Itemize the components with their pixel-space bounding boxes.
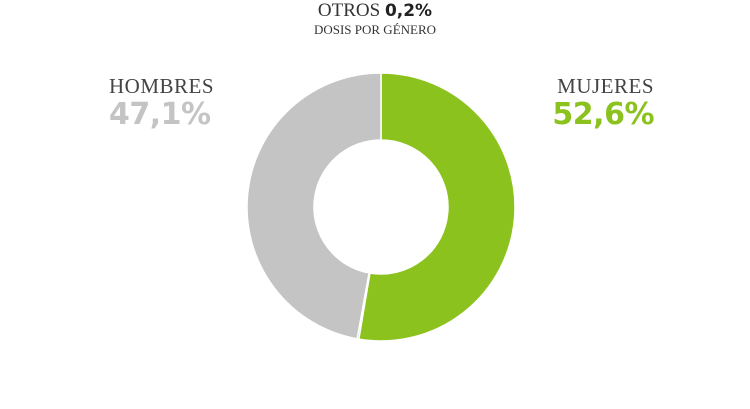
- otros-label-block: OTROS 0,2%: [0, 0, 750, 22]
- hombres-label-block: HOMBRES 47,1%: [109, 74, 214, 132]
- mujeres-label-block: MUJERES 52,6%: [552, 74, 654, 132]
- chart-title: DOSIS POR GÉNERO: [313, 22, 437, 37]
- mujeres-value: 52,6%: [552, 97, 654, 132]
- hombres-label: HOMBRES: [109, 74, 215, 98]
- slice-hombres: [246, 72, 382, 340]
- hombres-value: 47,1%: [109, 97, 211, 132]
- otros-value: 0,2%: [384, 1, 433, 21]
- otros-label: OTROS: [317, 0, 381, 21]
- mujeres-label: MUJERES: [557, 74, 654, 98]
- slice-mujeres: [357, 72, 516, 342]
